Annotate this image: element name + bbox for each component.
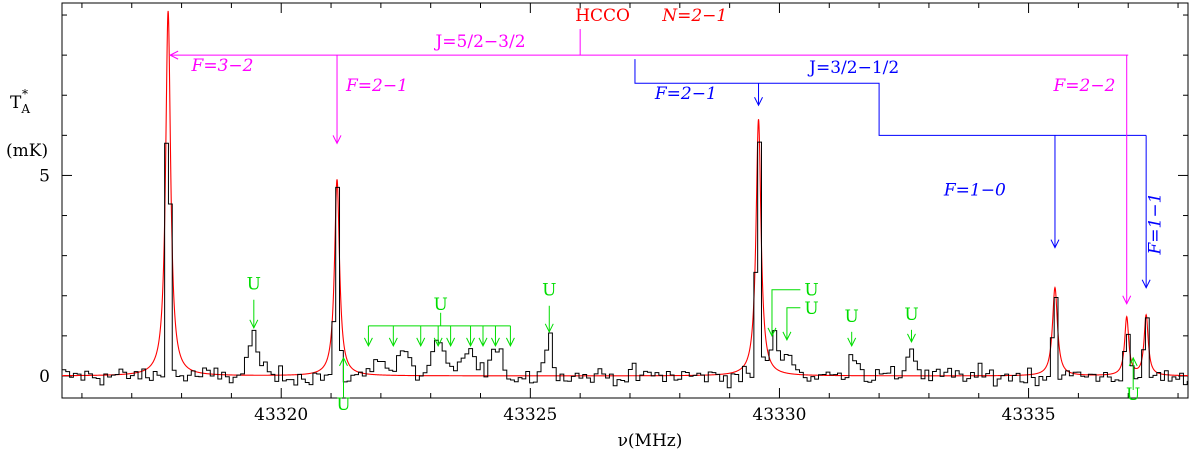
transition-label: N=2−1 <box>661 6 727 26</box>
f-label-2: F=2−1 <box>654 84 717 104</box>
u-label-2: U <box>845 307 859 327</box>
x-tick-label: 43330 <box>752 405 806 425</box>
u-arrow-1-head <box>544 323 554 333</box>
annotation-layer: HCCO N=2−1 J=5/2−3/2 J=3/2−1/2 F=3−2 F=2−1 F=2… <box>169 6 1166 415</box>
x-tick-label: 43335 <box>1002 405 1056 425</box>
y-axis-title: TA* <box>10 87 30 116</box>
y-tick-label: 5 <box>39 166 50 186</box>
j-blue-connector <box>634 59 1147 136</box>
u-bracket-arrow-7-head <box>491 337 500 347</box>
u-label-3: U <box>904 305 918 325</box>
u-bracket-arrow-1-head <box>388 337 398 347</box>
observed-spectrum-line <box>62 141 1188 389</box>
u-arrow-5-head <box>1128 356 1138 367</box>
f-label-1: F=2−1 <box>345 76 408 96</box>
u-arrow-0-head <box>249 319 259 329</box>
u-bracket-arrow-8-head <box>505 337 515 347</box>
j-magenta-label: J=5/2−3/2 <box>433 32 525 52</box>
u-elbow-head-1 <box>782 331 792 341</box>
f-label-3: F=1−0 <box>943 180 1006 200</box>
observed-spectrum-layer <box>62 141 1188 389</box>
j-blue-label: J=3/2−1/2 <box>807 58 899 78</box>
u-label-0: U <box>247 275 261 295</box>
x-axis-title: ν(MHz) <box>618 431 683 451</box>
u-arrow-4-head <box>339 356 348 367</box>
y-axis-title-symbol: T <box>10 93 22 113</box>
u-arrow-2-head <box>847 337 857 347</box>
plot-border <box>61 2 1189 399</box>
u-label-1: U <box>542 281 556 301</box>
u-bracket-arrow-3-head <box>433 337 443 347</box>
f-label-4: F=2−2 <box>1052 76 1115 96</box>
f-label-5: F=1−1 <box>1146 193 1166 256</box>
molecule-label: HCCO <box>575 6 630 26</box>
u-bracket-label: U <box>433 295 447 315</box>
y-axis-title-superscript: * <box>22 87 28 101</box>
u-elbow-label-0: U <box>804 281 818 301</box>
y-axis-title-subscript: A <box>20 102 30 116</box>
u-elbow-label-1: U <box>804 299 818 319</box>
u-arrow-3-head <box>907 333 916 343</box>
u-elbow-line-1 <box>786 307 801 340</box>
f-label-0: F=3−2 <box>191 56 254 76</box>
f-arrow-1-head <box>332 135 342 145</box>
plot-frame <box>61 2 1189 399</box>
u-bracket-arrow-5-head <box>466 337 475 347</box>
y-axis-unit: (mK) <box>6 141 48 161</box>
f-arrow-3-head <box>1050 239 1060 249</box>
f-arrow-2-head <box>754 97 763 107</box>
u-bracket-arrow-6-head <box>478 337 488 347</box>
f-arrow-head-0 <box>169 50 179 60</box>
tick-labels: 43320 43325 43330 43335 0 5 <box>39 166 1055 425</box>
u-bracket-arrow-0-head <box>363 337 373 347</box>
u-label-5: U <box>1126 385 1140 405</box>
x-tick-label: 43320 <box>254 405 308 425</box>
f-arrow-4-head <box>1122 295 1132 305</box>
tick-marks <box>62 3 1188 398</box>
model-fit-line <box>61 10 1188 377</box>
f-arrow-5-head <box>1141 279 1151 289</box>
u-label-4: U <box>336 395 350 415</box>
u-elbow-line-0 <box>771 289 801 336</box>
u-bracket-arrow-2-head <box>416 337 426 347</box>
y-tick-label: 0 <box>39 367 50 387</box>
x-tick-label: 43325 <box>503 405 557 425</box>
u-elbow-head-0 <box>767 327 777 337</box>
u-bracket-arrow-4-head <box>446 337 456 347</box>
model-fit-layer <box>61 10 1188 377</box>
